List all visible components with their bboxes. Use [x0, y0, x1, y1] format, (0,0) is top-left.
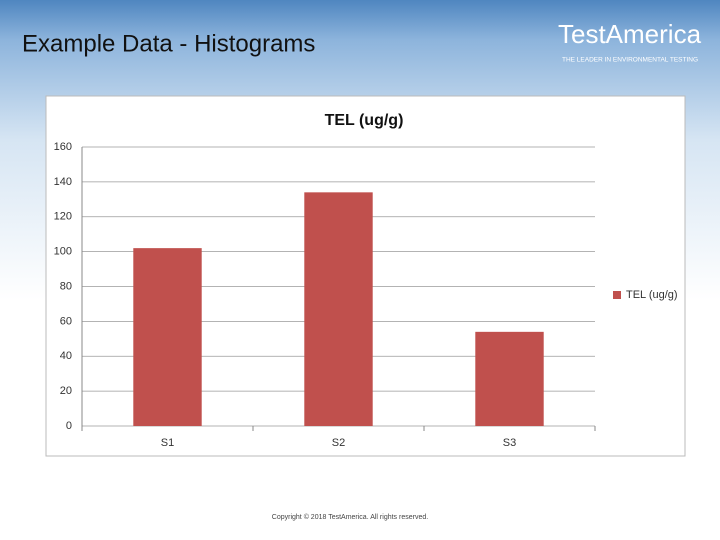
bar [304, 192, 373, 426]
y-tick-label: 140 [54, 176, 72, 188]
y-tick-label: 160 [54, 141, 72, 153]
slide-title: Example Data - Histograms [22, 30, 315, 57]
y-tick-label: 120 [54, 211, 72, 223]
legend-label: TEL (ug/g) [626, 289, 678, 301]
y-tick-label: 60 [60, 315, 72, 327]
y-tick-label: 100 [54, 246, 72, 258]
bar [133, 248, 202, 426]
legend-swatch [613, 291, 621, 299]
chart-title: TEL (ug/g) [325, 112, 404, 129]
logo: TestAmerica [558, 19, 702, 49]
y-tick-label: 20 [60, 385, 72, 397]
x-tick-label: S3 [503, 437, 516, 449]
x-tick-label: S1 [161, 437, 174, 449]
y-tick-label: 0 [66, 420, 72, 432]
logo-tagline: THE LEADER IN ENVIRONMENTAL TESTING [562, 57, 698, 64]
bar [475, 331, 544, 426]
y-tick-label: 80 [60, 280, 72, 292]
footer: Copyright © 2018 TestAmerica. All rights… [272, 513, 428, 521]
y-tick-label: 40 [60, 350, 72, 362]
x-tick-label: S2 [332, 437, 345, 449]
